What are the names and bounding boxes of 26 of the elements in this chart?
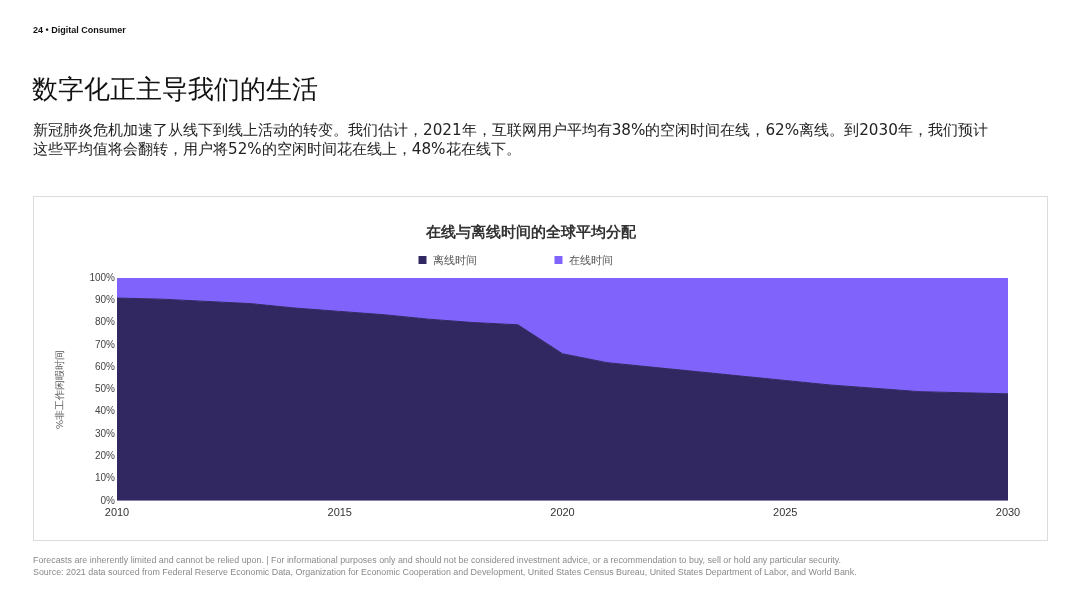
source-note: Source: 2021 data sourced from Federal Reserve Economic Data, Organization for Economic Cooperation and Development, United States Census Bureau, United States Department of Labor, and World Bank.	[33, 566, 858, 578]
y-tick-label: 40%	[94, 405, 116, 417]
y-tick-label: 90%	[94, 294, 116, 306]
y-tick-label: 10%	[94, 472, 116, 484]
x-tick-label: 2015	[327, 506, 352, 519]
panel-frame: %非工作闲暇时间 在线与离线时间的全球平均分配 2010 2015 2020 2025 2030 0% 10% 20% 30% 40% 50% 60% 70% 80% 90% 100% 离线时间 在线时间	[33, 196, 1048, 541]
y-tick-label: 30%	[94, 427, 116, 439]
x-tick-label: 2020	[550, 506, 575, 519]
y-tick-label: 60%	[94, 360, 116, 372]
x-tick-label: 2025	[773, 506, 798, 519]
y-tick-label: 80%	[94, 316, 116, 328]
chart-subtitle: 新冠肺炎危机加速了从线下到线上活动的转变。我们估计，2021年，互联网用户平均有38%的空闲时间在线，62%离线。到2030年，我们预计这些平均值将会翻转，用户将52%的空闲时间花在线上，48%花在线下。	[33, 121, 989, 159]
x-tick-label: 2030	[995, 506, 1021, 519]
y-tick-label: 50%	[94, 383, 116, 395]
y-axis-title: %非工作闲暇时间	[53, 349, 65, 430]
y-tick-label: 0%	[100, 494, 116, 506]
x-tick-label: 2010	[104, 506, 130, 519]
legend-label: 离线时间	[432, 253, 477, 267]
legend-label: 在线时间	[568, 253, 613, 267]
y-tick-label: 100%	[89, 271, 116, 283]
text: Forecasts are inherently limited and cannot be relied upon. | For informational purposes only and should not be considered investment advice, or a recommendation to buy, sell or hold any particular security.	[33, 554, 843, 566]
text: 24 • Digital Consumer	[33, 25, 126, 35]
y-tick-label: 20%	[94, 449, 116, 461]
y-tick-label: 70%	[94, 338, 116, 350]
text: 在线与离线时间的全球平均分配	[425, 222, 637, 241]
chart-title: 数字化正主导我们的生活	[32, 73, 318, 106]
